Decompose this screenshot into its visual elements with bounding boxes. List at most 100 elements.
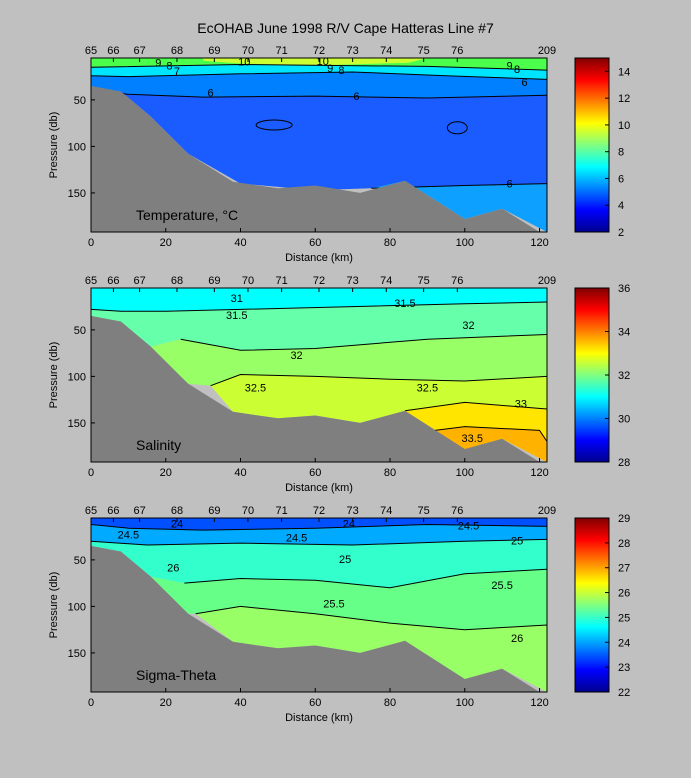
station-label: 72 <box>313 505 325 517</box>
contour-label: 33.5 <box>462 433 483 445</box>
contour-label: 31 <box>231 293 243 305</box>
station-label: 71 <box>275 505 287 517</box>
station-label: 68 <box>171 45 183 57</box>
contour-line <box>184 568 547 589</box>
x-axis-label: Distance (km) <box>285 712 353 724</box>
station-label: 67 <box>133 505 145 517</box>
colorbar <box>574 517 610 693</box>
colorbar-tick-label: 8 <box>618 147 624 159</box>
y-tick-label: 150 <box>68 188 86 200</box>
panel-label: Sigma-Theta <box>136 667 216 683</box>
x-tick-label: 60 <box>309 237 321 249</box>
color-field: 24 24.5 24.5 24 24.5 25 25 26 25.5 25.5 26 <box>91 518 547 692</box>
colorbar-tick-label: 32 <box>618 370 630 382</box>
y-tick-label: 50 <box>74 95 86 107</box>
colorbar-tick-label: 22 <box>618 687 630 699</box>
contour-label: 25.5 <box>323 599 344 611</box>
station-label: 66 <box>107 505 119 517</box>
colorbar-tick-label: 34 <box>618 327 630 339</box>
y-tick-label: 100 <box>68 141 86 153</box>
station-label: 75 <box>418 45 430 57</box>
x-tick-label: 100 <box>456 467 474 479</box>
colorbar-tick-label: 27 <box>618 563 630 575</box>
station-label: 74 <box>380 45 392 57</box>
station-label: 76 <box>451 505 463 517</box>
field-region <box>91 539 547 588</box>
x-tick-label: 60 <box>309 697 321 709</box>
colorbar-tick-label: 14 <box>618 66 630 78</box>
station-label: 71 <box>275 275 287 287</box>
contour-label: 9 <box>327 63 333 75</box>
field-region <box>91 302 547 351</box>
station-label: 70 <box>242 505 254 517</box>
contour-line <box>91 71 547 80</box>
contour-label: 6 <box>507 179 513 191</box>
station-label: 67 <box>133 275 145 287</box>
x-tick-label: 20 <box>160 697 172 709</box>
y-tick-label: 150 <box>68 418 86 430</box>
field-region <box>120 91 547 191</box>
figure-title: EcOHAB June 1998 R/V Cape Hatteras Line … <box>197 20 494 36</box>
contour-label: 25 <box>511 535 523 547</box>
bathymetry <box>91 545 547 692</box>
station-label: 74 <box>380 275 392 287</box>
field-region <box>150 569 547 630</box>
colorbar <box>574 57 610 233</box>
contour-line <box>446 121 468 135</box>
x-tick-label: 80 <box>384 467 396 479</box>
bathymetry <box>91 85 547 232</box>
contour-label: 25.5 <box>491 580 512 592</box>
station-label: 71 <box>275 45 287 57</box>
contour-label: 8 <box>166 60 172 72</box>
colorbar-tick-label: 30 <box>618 414 630 426</box>
station-label: 70 <box>242 275 254 287</box>
field-region <box>150 334 547 386</box>
contour-label: 31.5 <box>226 310 247 322</box>
x-axis-label: Distance (km) <box>285 252 353 264</box>
field-region <box>91 518 547 531</box>
x-tick-label: 0 <box>88 697 94 709</box>
station-label: 67 <box>133 45 145 57</box>
colorbar-tick-label: 24 <box>618 637 630 649</box>
station-label: 69 <box>208 45 220 57</box>
station-label: 65 <box>85 505 97 517</box>
field-region <box>91 524 547 545</box>
colorbar-tick-label: 28 <box>618 457 630 469</box>
x-tick-label: 40 <box>234 467 246 479</box>
station-label: 73 <box>347 45 359 57</box>
contour-line <box>91 538 547 546</box>
contour-label: 8 <box>338 65 344 77</box>
field-region <box>419 426 547 462</box>
station-label: 69 <box>208 505 220 517</box>
station-label: 209 <box>538 275 556 287</box>
contour-label: 6 <box>522 77 528 89</box>
contour-line <box>404 401 547 412</box>
contour-line <box>419 426 547 442</box>
y-axis-label: Pressure (db) <box>48 342 60 409</box>
station-label: 68 <box>171 275 183 287</box>
station-label: 73 <box>347 275 359 287</box>
contour-label: 26 <box>167 562 179 574</box>
contour-line <box>180 334 547 351</box>
contour-line <box>210 373 547 387</box>
x-tick-label: 80 <box>384 697 396 709</box>
panel-1: 31 31.5 31.5 32 32 32.5 32.5 33 33.5 0 20 40 60 80 100… <box>48 275 630 494</box>
field-region <box>371 180 547 232</box>
contour-label: 6 <box>353 91 359 103</box>
station-label: 76 <box>451 45 463 57</box>
station-label: 75 <box>418 275 430 287</box>
colorbar-tick-label: 2 <box>618 227 624 239</box>
colorbar-tick-label: 4 <box>618 200 624 212</box>
station-label: 65 <box>85 45 97 57</box>
contour-label: 26 <box>511 633 523 645</box>
x-tick-label: 100 <box>456 697 474 709</box>
colorbar-tick-label: 29 <box>618 513 630 525</box>
contour-label: 31.5 <box>394 298 415 310</box>
y-tick-label: 100 <box>68 601 86 613</box>
contour-label: 10 <box>238 57 250 69</box>
station-label: 69 <box>208 275 220 287</box>
x-tick-label: 20 <box>160 467 172 479</box>
color-field: 31 31.5 31.5 32 32 32.5 32.5 33 33.5 <box>91 288 547 462</box>
x-tick-label: 120 <box>530 237 548 249</box>
